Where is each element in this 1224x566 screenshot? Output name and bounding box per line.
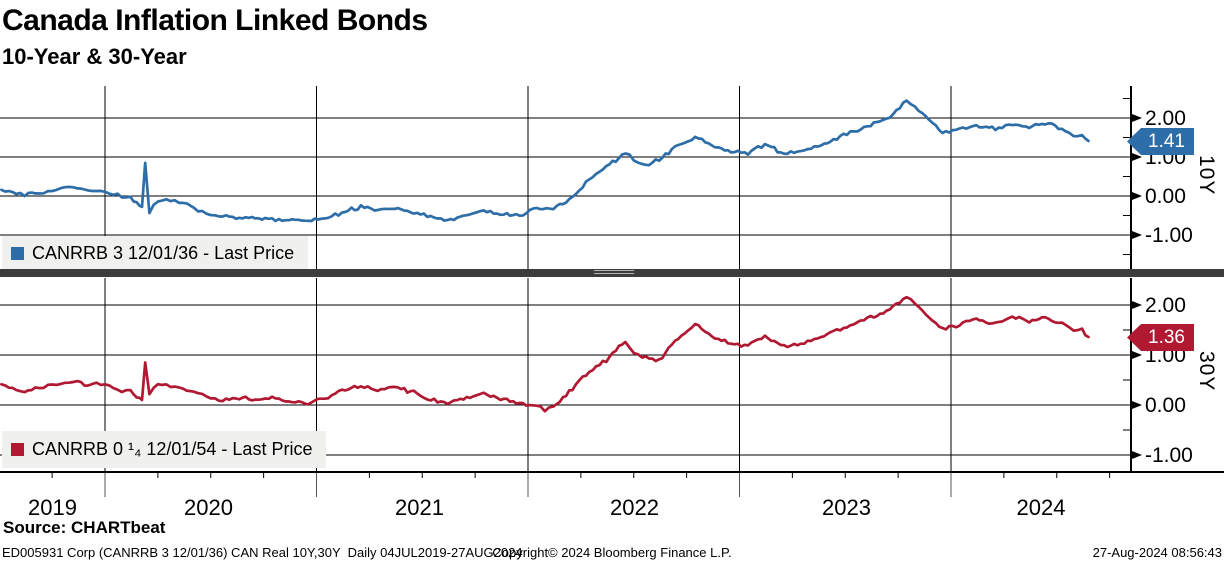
price-line-10y <box>0 99 1090 223</box>
y-tick-arrow-icon <box>1132 301 1142 309</box>
red-series-swatch-icon <box>11 443 24 456</box>
y-tick-label: 0.00 <box>1145 185 1186 208</box>
info-copyright: Copyright© 2024 Bloomberg Finance L.P. <box>492 545 732 560</box>
y-tick-arrow-icon <box>1132 192 1142 200</box>
legend-30y[interactable]: CANRRB 0 ¹₄ 12/01/54 - Last Price <box>2 431 327 468</box>
y-tick-arrow-icon <box>1132 114 1142 122</box>
y-tick-arrow-icon <box>1132 451 1142 459</box>
x-axis-label-2022: 2022 <box>610 495 659 520</box>
legend-30y-label: CANRRB 0 ¹₄ 12/01/54 - Last Price <box>32 439 313 459</box>
panel-splitter-grip-icon[interactable] <box>594 270 634 276</box>
x-axis-label-2021: 2021 <box>395 495 444 520</box>
blue-series-swatch-icon <box>11 246 24 260</box>
y-tick-label: 2.00 <box>1145 294 1186 317</box>
x-axis-label-2020: 2020 <box>184 495 233 520</box>
info-timestamp: 27-Aug-2024 08:56:43 <box>1092 545 1222 560</box>
x-axis-label-2023: 2023 <box>822 495 871 520</box>
y-tick-arrow-icon <box>1132 351 1142 359</box>
last-price-badge-30y: 1.36 <box>1127 324 1194 351</box>
y-tick-arrow-icon <box>1132 231 1142 239</box>
y-tick-label: 2.00 <box>1145 107 1186 130</box>
y-axis-name-30y: 30Y <box>1195 351 1218 392</box>
y-axis-name-10y: 10Y <box>1195 155 1218 196</box>
y-tick-label: -1.00 <box>1145 224 1193 247</box>
y-tick-arrow-icon <box>1132 153 1142 161</box>
x-axis-label-2024: 2024 <box>1017 495 1066 520</box>
y-tick-arrow-icon <box>1132 401 1142 409</box>
last-price-badge-10y: 1.41 <box>1127 128 1194 155</box>
source-line: Source: CHARTbeat <box>3 518 166 537</box>
x-axis-label-2019: 2019 <box>28 495 77 520</box>
price-line-30y <box>0 295 1090 413</box>
chart-subtitle: 10-Year & 30-Year <box>2 44 187 69</box>
info-bar: ED005931 Corp (CANRRB 3 12/01/36) CAN Re… <box>0 545 1224 563</box>
y-tick-label: 0.00 <box>1145 394 1186 417</box>
info-terminal-string: ED005931 Corp (CANRRB 3 12/01/36) CAN Re… <box>2 545 523 560</box>
chart-title: Canada Inflation Linked Bonds <box>2 4 428 37</box>
y-tick-label: -1.00 <box>1145 444 1193 467</box>
legend-10y-label: CANRRB 3 12/01/36 - Last Price <box>32 242 295 263</box>
legend-10y[interactable]: CANRRB 3 12/01/36 - Last Price <box>2 236 309 270</box>
